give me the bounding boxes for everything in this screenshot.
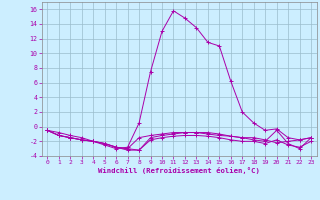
- X-axis label: Windchill (Refroidissement éolien,°C): Windchill (Refroidissement éolien,°C): [98, 167, 260, 174]
